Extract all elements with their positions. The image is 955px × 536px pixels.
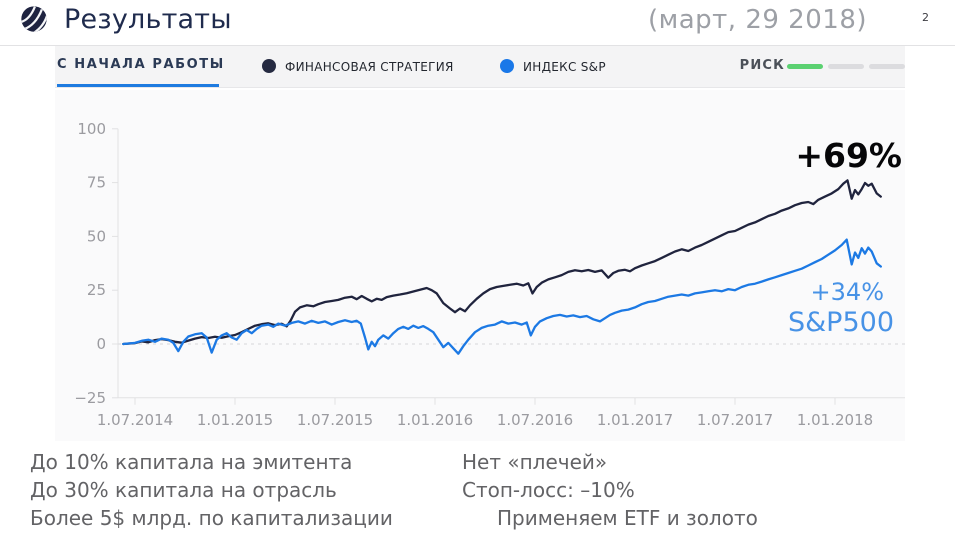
rule-row: До 30% капитала на отрасль Стоп-лосс: –1… bbox=[30, 476, 955, 504]
page-title: Результаты bbox=[64, 4, 232, 35]
rule-sector-limit: До 30% капитала на отрасль bbox=[30, 478, 337, 502]
svg-text:0: 0 bbox=[96, 335, 106, 353]
active-tab-indicator bbox=[57, 84, 219, 87]
header: Результаты (март, 29 2018) 2 bbox=[0, 0, 955, 46]
svg-text:50: 50 bbox=[87, 227, 106, 245]
svg-text:1.07.2016: 1.07.2016 bbox=[497, 411, 573, 429]
svg-text:−25: −25 bbox=[74, 389, 106, 407]
svg-text:1.07.2017: 1.07.2017 bbox=[697, 411, 773, 429]
svg-text:25: 25 bbox=[87, 281, 106, 299]
rule-etf-gold: Применяем ETF и золото bbox=[497, 506, 758, 530]
legend-strategy-label: ФИНАНСОВАЯ СТРАТЕГИЯ bbox=[285, 60, 454, 74]
performance-chart: 100 75 50 25 0 −25 1.07.2014 1.01.2015 1.07.2015… bbox=[0, 88, 955, 443]
slide-page-number: 2 bbox=[922, 11, 929, 24]
svg-text:1.01.2016: 1.01.2016 bbox=[397, 411, 473, 429]
rule-stop-loss: Стоп-лосс: –10% bbox=[462, 478, 635, 502]
strategy-return-annotation: +69% bbox=[795, 136, 902, 175]
svg-text:1.01.2015: 1.01.2015 bbox=[197, 411, 273, 429]
legend-sp-label: ИНДЕКС S&P bbox=[523, 60, 606, 74]
rule-issuer-limit: До 10% капитала на эмитента bbox=[30, 450, 353, 474]
sp-series-name-annotation: S&P500 bbox=[787, 307, 894, 338]
rule-row: До 10% капитала на эмитента Нет «плечей» bbox=[30, 448, 955, 476]
svg-text:75: 75 bbox=[87, 174, 106, 192]
sp-series-dot-icon bbox=[500, 59, 514, 73]
risk-bar-segment bbox=[828, 64, 864, 69]
company-globe-logo-icon bbox=[20, 5, 48, 33]
tab-label: С НАЧАЛА РАБОТЫ bbox=[57, 57, 225, 72]
risk-label: РИСК bbox=[739, 58, 785, 73]
svg-text:1.01.2017: 1.01.2017 bbox=[597, 411, 673, 429]
sp-return-annotation: +34% bbox=[810, 278, 884, 306]
report-date: (март, 29 2018) bbox=[647, 5, 867, 35]
rule-no-leverage: Нет «плечей» bbox=[462, 450, 608, 474]
svg-text:1.07.2014: 1.07.2014 bbox=[97, 411, 173, 429]
svg-text:1.01.2018: 1.01.2018 bbox=[797, 411, 873, 429]
rule-row: Более 5$ млрд. по капитализации Применяе… bbox=[30, 504, 955, 532]
svg-text:1.07.2015: 1.07.2015 bbox=[297, 411, 373, 429]
performance-line-chart: 100 75 50 25 0 −25 1.07.2014 1.01.2015 1.07.2015… bbox=[74, 120, 905, 429]
svg-text:100: 100 bbox=[77, 120, 106, 138]
strategy-rules: До 10% капитала на эмитента Нет «плечей»… bbox=[30, 448, 955, 532]
risk-level-bars bbox=[787, 64, 905, 69]
risk-bar-segment bbox=[869, 64, 905, 69]
chart-background bbox=[55, 90, 905, 441]
rule-capitalization: Более 5$ млрд. по капитализации bbox=[30, 506, 393, 530]
strategy-series-dot-icon bbox=[262, 59, 276, 73]
risk-bar-segment bbox=[787, 64, 823, 69]
chart-toolbar: С НАЧАЛА РАБОТЫ ФИНАНСОВАЯ СТРАТЕГИЯ ИНД… bbox=[55, 46, 905, 88]
